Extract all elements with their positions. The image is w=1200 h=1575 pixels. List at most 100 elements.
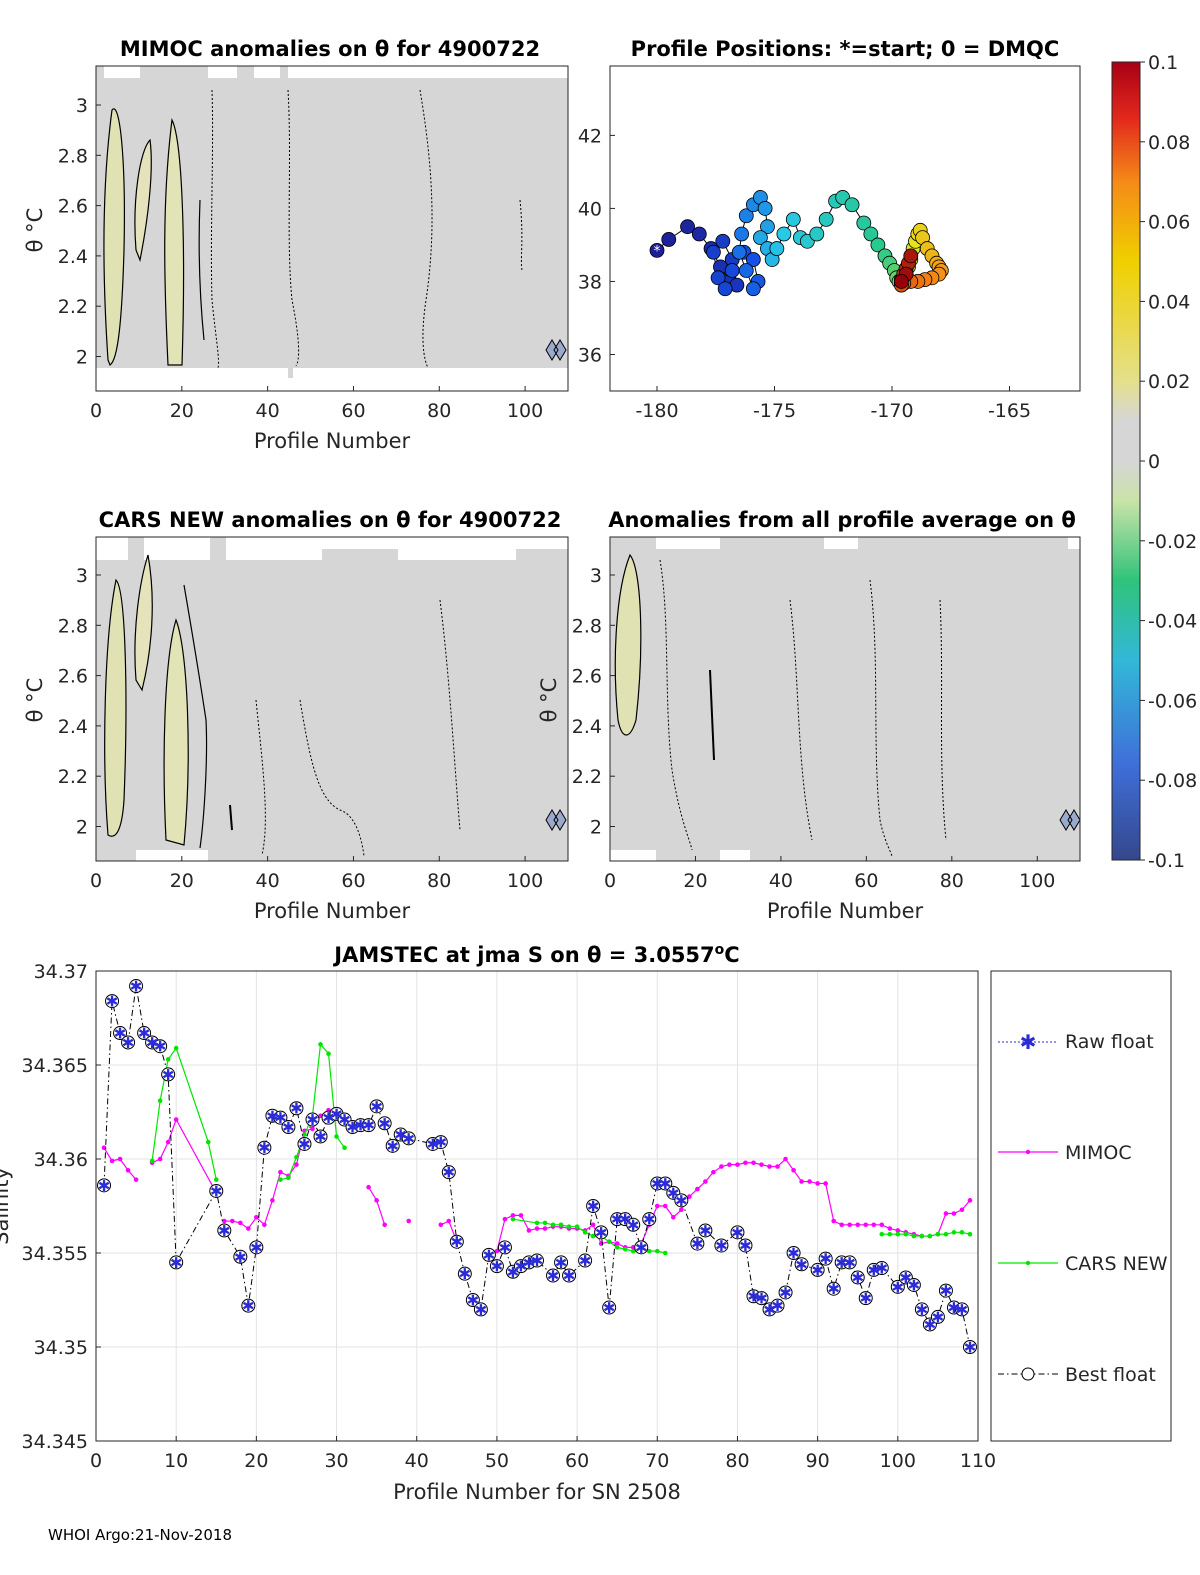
raw-float-point: ✱ — [515, 1258, 528, 1276]
x-tick-label: -165 — [988, 400, 1031, 422]
best-float-point — [361, 1118, 376, 1133]
cars-panel: CARS NEW anomalies on θ for 4900722 0 20 4… — [23, 508, 569, 923]
y-tick-label: 34.345 — [22, 1431, 88, 1453]
raw-float-point: ✱ — [635, 1239, 648, 1257]
track-point — [710, 270, 726, 286]
allavg-contour — [1059, 809, 1081, 831]
raw-float-point: ✱ — [434, 1134, 447, 1152]
mimoc-point — [695, 1186, 700, 1192]
allavg-xlabel: Profile Number — [767, 899, 924, 923]
mimoc-contour — [287, 89, 300, 367]
y-tick-label: 2.6 — [58, 196, 88, 218]
track-point — [717, 281, 733, 297]
mimoc-point — [743, 1160, 748, 1166]
allavg-field-notch — [720, 537, 824, 549]
y-tick-label: 2.8 — [572, 615, 602, 637]
raw-float-point: ✱ — [138, 1025, 151, 1043]
y-tick-label: -0.1 — [1148, 850, 1185, 872]
legend-mimoc-label: MIMOC — [1065, 1142, 1132, 1164]
raw-float-point: ✱ — [867, 1261, 880, 1279]
track-point — [903, 248, 919, 264]
best-float-point — [674, 1193, 689, 1208]
best-float-point — [257, 1140, 272, 1155]
raw-float-point: ✱ — [579, 1252, 592, 1270]
y-tick-label: 0.06 — [1148, 212, 1190, 234]
cars-point — [606, 1239, 612, 1245]
best-float-point — [530, 1253, 544, 1268]
track-point — [894, 274, 909, 289]
salinity-x-ticks: 0 10 20 30 40 50 60 70 80 90 100 110 — [90, 1436, 996, 1472]
raw-float-point: ✱ — [266, 1107, 279, 1125]
raw-float-point: ✱ — [675, 1192, 688, 1210]
y-tick-label: 3 — [590, 565, 602, 587]
x-tick-label: 60 — [341, 870, 365, 892]
cars-contour — [104, 578, 127, 837]
raw-float-point: ✱ — [162, 1066, 175, 1084]
mimoc-point — [791, 1167, 796, 1173]
mimoc-point — [871, 1222, 877, 1228]
x-tick-label: 60 — [565, 1450, 589, 1472]
track-point — [680, 219, 695, 235]
raw-float-point: ✱ — [234, 1248, 247, 1266]
raw-float-point: ✱ — [467, 1292, 480, 1310]
cars-point — [157, 1098, 163, 1104]
cars-point — [318, 1042, 323, 1047]
allavg-field-notch — [656, 850, 720, 861]
salinity-y-ticks: 34.37 34.365 34.36 34.355 34.35 34.345 — [22, 961, 101, 1453]
raw-float-point: ✱ — [739, 1237, 752, 1255]
track-point — [706, 244, 721, 260]
cars-point — [879, 1231, 885, 1237]
raw-float-point: ✱ — [771, 1297, 784, 1315]
mimoc-y-ticks: 3 2.8 2.6 2.4 2.2 2 — [58, 95, 101, 369]
footer-stamp: WHOI Argo:21-Nov-2018 — [48, 1526, 232, 1544]
mimoc-point — [133, 1177, 139, 1182]
track-point — [757, 201, 773, 216]
mimoc-field-notch — [140, 66, 208, 78]
mimoc-point — [270, 1198, 275, 1203]
y-tick-label: 2.8 — [58, 615, 88, 637]
x-tick-label: 100 — [507, 870, 543, 892]
best-float-point — [281, 1120, 296, 1135]
track-point — [724, 263, 740, 278]
y-tick-label: 2 — [590, 817, 602, 839]
mimoc-contour — [103, 108, 125, 366]
positions-title: Profile Positions: *=start; 0 = DMQC — [631, 37, 1060, 61]
raw-float-point: ✱ — [755, 1290, 768, 1308]
best-float-point — [121, 1035, 136, 1050]
x-tick-label: 100 — [507, 400, 543, 422]
mimoc-point — [614, 1241, 620, 1246]
allavg-contour — [659, 559, 693, 851]
mimoc-point — [751, 1160, 756, 1166]
mimoc-point — [510, 1213, 516, 1218]
y-tick-label: 3 — [76, 565, 88, 587]
best-float-point — [914, 1302, 929, 1317]
mimoc-point — [863, 1222, 869, 1228]
salinity-panel: JAMSTEC at jma S on θ = 3.0557oC ✱✱✱✱✱✱✱… — [0, 942, 996, 1504]
raw-float-point: ✱ — [811, 1261, 824, 1279]
cars-field-notch — [208, 850, 300, 861]
best-float-point — [433, 1135, 448, 1150]
salinity-axes-box — [95, 970, 979, 1442]
x-tick-label: 60 — [341, 400, 365, 422]
raw-float-point: ✱ — [218, 1222, 231, 1240]
mimoc-point — [590, 1222, 596, 1228]
mimoc-point — [687, 1194, 692, 1199]
y-tick-label: 34.365 — [22, 1055, 88, 1077]
track-point — [760, 219, 775, 235]
track-point — [785, 211, 801, 227]
mimoc-point — [839, 1222, 844, 1228]
best-float-point — [730, 1225, 745, 1240]
mimoc-point — [518, 1213, 524, 1218]
y-tick-label: 2.8 — [58, 145, 88, 167]
best-float-point — [714, 1238, 729, 1253]
raw-float-point: ✱ — [443, 1164, 456, 1182]
mimoc-point — [855, 1222, 861, 1228]
x-tick-label: 50 — [485, 1450, 509, 1472]
best-float-point — [313, 1129, 328, 1144]
mimoc-title: MIMOC anomalies on θ for 4900722 — [120, 37, 540, 61]
salinity-series: ✱✱✱✱✱✱✱✱✱✱✱✱✱✱✱✱✱✱✱✱✱✱✱✱✱✱✱✱✱✱✱✱✱✱ ✱✱✱✱✱✱… — [97, 978, 977, 1357]
best-float-point — [562, 1268, 577, 1283]
best-float-point — [858, 1291, 873, 1306]
best-float-point — [810, 1262, 825, 1277]
